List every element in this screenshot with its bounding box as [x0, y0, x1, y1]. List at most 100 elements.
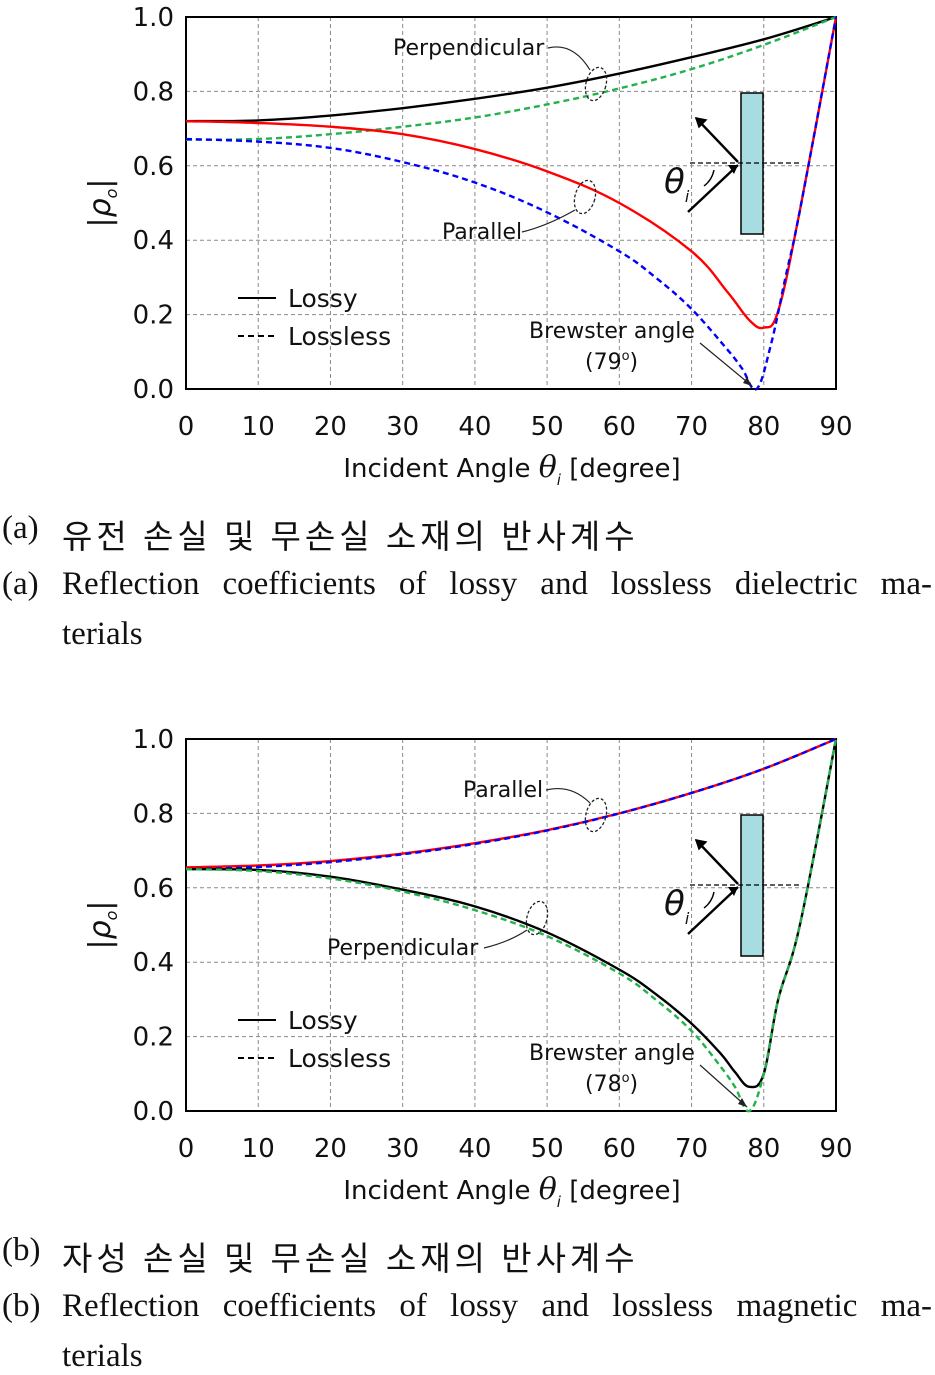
incident-angle-symbol: θi: [664, 884, 690, 928]
caption-a-korean: 유전 손실 및 무손실 소재의 반사계수: [62, 520, 639, 556]
y-tick-label: 0.2: [133, 301, 174, 331]
x-tick-label: 60: [603, 1134, 636, 1164]
y-tick-label: 0.4: [133, 948, 174, 978]
x-tick-label: 50: [531, 1134, 564, 1164]
incident-angle-symbol: θi: [664, 162, 690, 206]
annotation-brewster-value: (79o): [585, 349, 638, 375]
x-tick-label: 80: [747, 1134, 780, 1164]
caption-b-korean: 자성 손실 및 무손실 소재의 반사계수: [62, 1242, 639, 1278]
caption-a: (a) 유전 손실 및 무손실 소재의 반사계수 (a) Reflection …: [0, 510, 935, 660]
caption-b-english-cont: terials: [62, 1338, 143, 1374]
incident-ray-arrowhead: [728, 165, 738, 174]
annotation-parallel: Parallel: [463, 778, 543, 803]
legend-label-lossless: Lossless: [288, 1044, 391, 1073]
x-tick-label: 70: [675, 412, 708, 442]
series-perpendicular-lossy: [185, 15, 837, 123]
incident-ray: [687, 164, 739, 213]
legend-label-lossless: Lossless: [288, 322, 391, 351]
y-axis-label: |ρo|: [83, 900, 121, 949]
x-tick-label: 60: [603, 412, 636, 442]
annotation-arrow-brewster: [699, 1064, 748, 1108]
x-tick-label: 0: [178, 412, 195, 442]
x-tick-label: 10: [242, 1134, 275, 1164]
annotation-arrow-parallel: [521, 209, 576, 233]
y-tick-label: 0.8: [133, 799, 174, 829]
y-axis-label-text: |ρo|: [83, 900, 121, 949]
x-tick-label: 30: [386, 1134, 419, 1164]
annotation-perpendicular: Perpendicular: [393, 36, 545, 61]
series-perpendicular-lossless: [185, 738, 838, 1113]
annotation-arrowhead-brewster: [738, 1098, 747, 1107]
x-tick-label: 90: [819, 1134, 852, 1164]
y-tick-label: 0.4: [133, 226, 174, 256]
x-tick-label: 20: [314, 412, 347, 442]
annotation-ellipse-perpendicular: [525, 900, 549, 936]
annotation-ellipse-parallel: [573, 179, 597, 215]
y-tick-label: 0.0: [133, 375, 174, 405]
chart-a: 0 10 20 30 40 50 60 70 80 90 0.0 0.2 0.4 0.6 0.8 1.0 Inc…: [83, 3, 853, 489]
series-parallel-lossless: [185, 16, 838, 391]
annotation-arrow-perpendicular: [483, 929, 528, 949]
y-tick-label: 0.0: [133, 1097, 174, 1127]
x-tick-label: 50: [531, 412, 564, 442]
y-tick-label: 0.8: [133, 77, 174, 107]
annotation-arrow-perpendicular: [547, 46, 591, 71]
series-parallel-lossy: [185, 737, 837, 869]
series-parallel-lossy: [185, 16, 838, 330]
y-tick-label: 0.6: [133, 152, 174, 182]
caption-b-english: Reflection coefficients of lossy and los…: [62, 1288, 932, 1324]
annotation-ellipse-perpendicular: [584, 66, 608, 102]
x-tick-label: 90: [819, 412, 852, 442]
x-tick-label: 10: [242, 412, 275, 442]
annotation-arrowhead-brewster: [743, 377, 752, 386]
x-tick-label: 40: [458, 412, 491, 442]
angle-arc: [703, 169, 715, 187]
x-tick-label: 20: [314, 1134, 347, 1164]
reflected-ray-arrowhead: [694, 117, 708, 129]
x-tick-label: 70: [675, 1134, 708, 1164]
annotation-brewster-value: (78o): [585, 1071, 638, 1097]
legend-label-lossy: Lossy: [288, 284, 358, 313]
incident-ray: [687, 886, 739, 935]
x-tick-label: 40: [458, 1134, 491, 1164]
annotation-brewster: Brewster angle: [529, 319, 695, 344]
plot-frame: [185, 16, 837, 390]
y-axis-label-text: |ρo|: [83, 178, 121, 227]
x-tick-label: 0: [178, 1134, 195, 1164]
annotation-ellipse-parallel: [584, 797, 608, 833]
reflected-ray-arrowhead: [694, 839, 708, 851]
caption-a-tag-en: (a): [2, 566, 39, 602]
x-tick-label: 80: [747, 412, 780, 442]
y-tick-label: 1.0: [133, 725, 174, 755]
x-axis-label: Incident Angle θi [degree]: [343, 450, 680, 489]
annotation-parallel: Parallel: [442, 220, 522, 245]
caption-b: (b) 자성 손실 및 무손실 소재의 반사계수 (b) Reflection …: [0, 1232, 935, 1374]
annotation-arrow-parallel: [545, 787, 591, 804]
series-perpendicular-lossless: [185, 15, 837, 141]
x-axis-label: Incident Angle θi [degree]: [343, 1172, 680, 1211]
y-tick-label: 0.2: [133, 1023, 174, 1053]
caption-b-tag-en: (b): [2, 1288, 41, 1324]
legend-label-lossy: Lossy: [288, 1006, 358, 1035]
chart-b: 0 10 20 30 40 50 60 70 80 90 0.0 0.2 0.4 0.6 0.8 1.0 Inc…: [83, 725, 853, 1211]
plot-frame: [185, 738, 837, 1112]
incidence-diagram: θi: [664, 92, 800, 235]
dielectric-slab: [740, 92, 764, 235]
incident-ray-arrowhead: [728, 887, 738, 896]
series-parallel-lossless: [185, 737, 837, 871]
caption-a-english: Reflection coefficients of lossy and los…: [62, 566, 932, 602]
reflected-ray: [695, 117, 739, 163]
annotation-brewster: Brewster angle: [529, 1041, 695, 1066]
reflected-ray: [695, 839, 739, 885]
caption-a-tag: (a): [2, 510, 39, 546]
caption-a-english-cont: terials: [62, 616, 143, 652]
incidence-diagram: θi: [664, 814, 800, 957]
y-tick-label: 1.0: [133, 3, 174, 33]
angle-arc: [703, 891, 715, 909]
series-perpendicular-lossy: [185, 738, 838, 1089]
dielectric-slab: [740, 814, 764, 957]
y-tick-label: 0.6: [133, 874, 174, 904]
annotation-perpendicular: Perpendicular: [327, 936, 479, 961]
annotation-arrow-brewster: [699, 342, 753, 387]
y-axis-label: |ρo|: [83, 178, 121, 227]
